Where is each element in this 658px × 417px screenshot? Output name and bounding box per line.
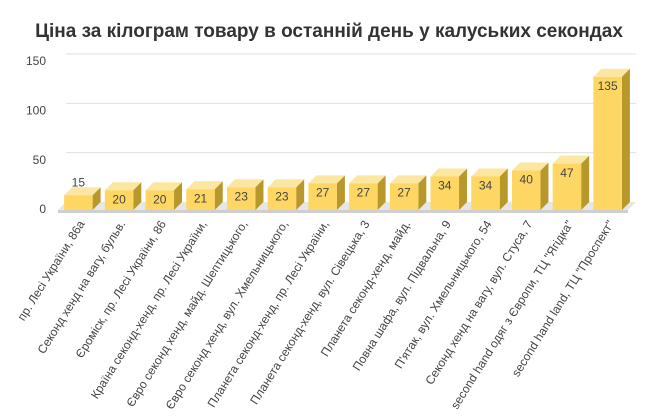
- bar-top: [267, 179, 305, 188]
- value-label: 23: [275, 189, 289, 203]
- bar-front: [226, 187, 256, 210]
- chart-title: Ціна за кілограм товару в останній день …: [35, 21, 623, 42]
- value-label: 34: [438, 179, 452, 193]
- bar: [471, 168, 508, 210]
- bar-side: [214, 181, 223, 210]
- floor: [58, 202, 636, 210]
- bar-side: [540, 162, 549, 210]
- bar: [267, 179, 305, 210]
- bar-side: [336, 175, 345, 210]
- bar-front: [511, 170, 541, 210]
- bar-front: [308, 183, 337, 210]
- bar-front: [64, 195, 93, 210]
- value-label: 27: [357, 186, 371, 200]
- bar-front: [349, 183, 378, 210]
- value-label: 20: [153, 192, 167, 206]
- bar-top: [308, 175, 345, 184]
- bar-front: [145, 190, 175, 210]
- bar-side: [296, 179, 305, 210]
- bar: [308, 175, 345, 210]
- bar-front: [552, 163, 582, 210]
- bar-top: [471, 168, 508, 177]
- y-tick-label: 0: [39, 202, 46, 216]
- bar-side: [581, 155, 590, 210]
- bar-top: [64, 187, 101, 196]
- bar-front: [186, 189, 215, 210]
- value-label: 135: [598, 79, 618, 93]
- bar-top: [226, 179, 264, 188]
- floor-edge: [58, 210, 628, 213]
- bar-front: [267, 187, 297, 210]
- bar-front: [430, 176, 460, 210]
- value-label: 34: [479, 179, 493, 193]
- bar-top: [349, 175, 386, 184]
- bar-side: [133, 182, 142, 210]
- value-label: 47: [560, 166, 574, 180]
- bar: [186, 181, 223, 210]
- bar-front: [389, 183, 419, 210]
- y-tick-label: 150: [26, 54, 46, 68]
- bar-side: [377, 175, 386, 210]
- bar-side: [255, 179, 264, 210]
- value-label: 23: [235, 189, 249, 203]
- y-tick-label: 50: [33, 153, 47, 167]
- bar-side: [621, 68, 630, 210]
- bar-side: [174, 182, 183, 210]
- bar: [552, 155, 590, 210]
- bar-front: [104, 190, 134, 210]
- bar: [64, 187, 101, 210]
- value-label: 20: [112, 192, 126, 206]
- bar-top: [186, 181, 223, 190]
- value-label: 27: [397, 186, 411, 200]
- bar-top: [104, 182, 142, 191]
- bar-top: [552, 155, 590, 164]
- value-label: 15: [72, 175, 86, 189]
- bar: [104, 182, 142, 210]
- bar-side: [459, 168, 468, 210]
- bar: [145, 182, 183, 210]
- bar-front: [593, 76, 622, 210]
- bar-side: [499, 168, 508, 210]
- bar-top: [430, 168, 468, 177]
- value-label: 40: [520, 173, 534, 187]
- bar: [430, 168, 468, 210]
- value-label: 27: [316, 186, 330, 200]
- bar-top: [511, 162, 549, 171]
- bar-side: [418, 175, 427, 210]
- bar: [511, 162, 549, 210]
- bar-top: [389, 175, 427, 184]
- bar-front: [471, 176, 500, 210]
- bar-side: [92, 187, 101, 210]
- bar: [389, 175, 427, 210]
- value-label: 21: [194, 191, 208, 205]
- bar: [226, 179, 264, 210]
- bar-top: [145, 182, 183, 191]
- y-tick-label: 100: [26, 104, 46, 118]
- bar: [593, 68, 630, 210]
- bar-top: [593, 68, 630, 77]
- bar: [349, 175, 386, 210]
